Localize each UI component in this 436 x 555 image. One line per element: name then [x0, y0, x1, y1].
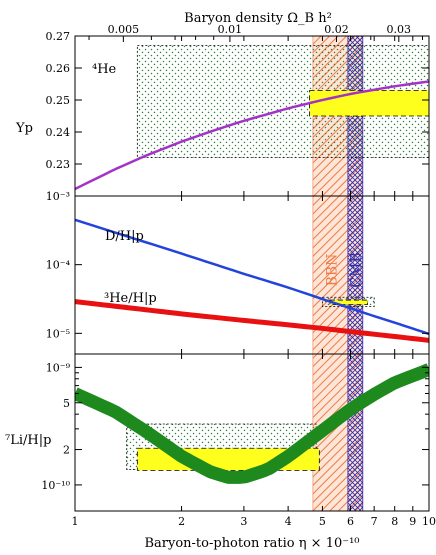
he4-ytick-label: 0.25: [46, 94, 71, 107]
dh-ytick-label: 10⁻³: [46, 190, 70, 203]
plot-frame-layer: [74, 35, 430, 512]
he4-curve-0: [75, 80, 429, 191]
he4-ytick-label: 0.26: [46, 62, 71, 75]
he4-ytick-label: 0.24: [46, 126, 71, 139]
li7-ytick-label: 10⁻¹⁰: [41, 479, 70, 492]
dh-panel-frame: [74, 195, 430, 355]
x-tick-label: 1: [72, 515, 79, 528]
li7-curve-0: [75, 363, 429, 484]
x-tick-label: 3: [240, 515, 247, 528]
he4-ytick-label: 0.23: [46, 158, 71, 171]
li7-ytick-label: 2: [63, 444, 70, 457]
labels-layer: 0.230.240.250.260.2710⁻³10⁻⁴10⁻⁵10⁻⁹5210…: [5, 23, 436, 528]
x-tick-label: 7: [371, 515, 378, 528]
li7-y-axis-title: ⁷Li/H|p: [5, 433, 51, 448]
dh-ytick-label: 10⁻⁴: [46, 259, 71, 272]
dh-curve-0: [75, 218, 429, 336]
top-axis-tick-label: 0.01: [218, 23, 243, 36]
li7-ytick-label: 10⁻⁹: [46, 361, 71, 374]
he4-panel-label: ⁴He: [92, 62, 117, 77]
x-tick-label: 9: [409, 515, 416, 528]
x-tick-label: 5: [319, 515, 326, 528]
top-axis-tick-label: 0.03: [387, 23, 412, 36]
bbn-band-label: BBN: [324, 254, 340, 287]
x-tick-label: 10: [422, 515, 436, 528]
dh-ytick-label: 10⁻⁵: [46, 327, 70, 340]
li7-panel-frame: [74, 353, 430, 512]
top-axis-tick-label: 0.005: [108, 23, 140, 36]
top-axis-title: Baryon density Ω_B h²: [184, 11, 332, 26]
x-tick-label: 2: [178, 515, 185, 528]
observation-boxes-layer: [126, 45, 429, 471]
he4-ytick-label: 0.27: [46, 30, 71, 43]
he3-series-label: ³He/H|p: [104, 291, 157, 306]
dh-series-label: D/H|p: [105, 229, 144, 244]
curves-layer: [75, 80, 429, 484]
top-axis-tick-label: 0.02: [324, 23, 349, 36]
li7-ytick-label: 5: [63, 397, 70, 410]
dh-curve-1: [75, 299, 429, 343]
x-tick-label: 6: [347, 515, 354, 528]
x-tick-label: 8: [391, 515, 398, 528]
x-tick-label: 4: [285, 515, 292, 528]
cmb-band-label: CMB: [348, 252, 364, 287]
x-axis-title: Baryon-to-photon ratio η × 10⁻¹⁰: [144, 536, 359, 551]
he4-y-axis-title: Yp: [15, 121, 33, 136]
ticks-layer: [74, 35, 430, 511]
he4-observation-box-solid: [309, 90, 429, 117]
